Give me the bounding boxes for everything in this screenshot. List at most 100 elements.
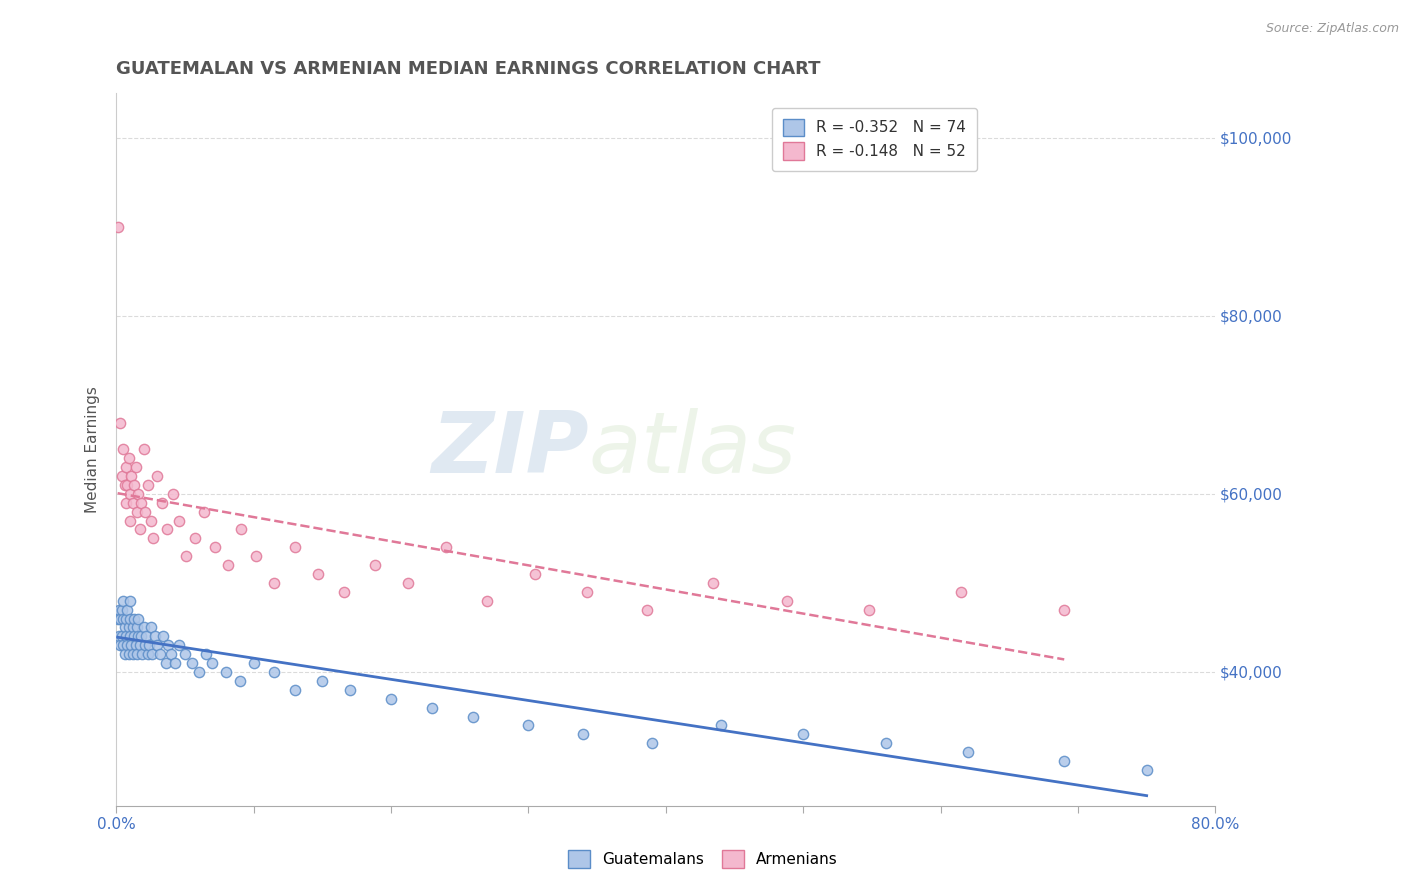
Point — [121, 620, 143, 634]
Point — [229, 673, 252, 688]
Point — [139, 514, 162, 528]
Point — [120, 469, 142, 483]
Point — [141, 647, 163, 661]
Point — [143, 629, 166, 643]
Point — [117, 620, 139, 634]
Point — [524, 567, 547, 582]
Point — [127, 629, 149, 643]
Point — [112, 593, 135, 607]
Point — [108, 602, 131, 616]
Point — [117, 647, 139, 661]
Point — [1136, 763, 1159, 777]
Point — [108, 629, 131, 643]
Text: Source: ZipAtlas.com: Source: ZipAtlas.com — [1265, 22, 1399, 36]
Point — [112, 611, 135, 625]
Point — [396, 576, 419, 591]
Point — [183, 532, 205, 546]
Point — [117, 638, 139, 652]
Point — [118, 593, 141, 607]
Point — [155, 656, 177, 670]
Point — [146, 638, 169, 652]
Point — [776, 593, 799, 607]
Point — [1053, 754, 1076, 768]
Point — [114, 478, 136, 492]
Point — [150, 496, 173, 510]
Point — [477, 593, 499, 607]
Point — [132, 620, 155, 634]
Point — [517, 718, 540, 732]
Text: GUATEMALAN VS ARMENIAN MEDIAN EARNINGS CORRELATION CHART: GUATEMALAN VS ARMENIAN MEDIAN EARNINGS C… — [117, 60, 821, 78]
Point — [263, 576, 285, 591]
Point — [134, 638, 156, 652]
Point — [149, 647, 172, 661]
Point — [194, 647, 217, 661]
Point — [115, 629, 138, 643]
Point — [107, 611, 129, 625]
Point — [118, 611, 141, 625]
Point — [117, 451, 139, 466]
Point — [193, 505, 215, 519]
Point — [136, 647, 159, 661]
Point — [641, 736, 664, 750]
Point — [118, 487, 141, 501]
Point — [125, 505, 148, 519]
Point — [710, 718, 733, 732]
Point — [127, 611, 149, 625]
Point — [858, 602, 880, 616]
Point — [156, 523, 179, 537]
Point — [263, 665, 285, 679]
Point — [363, 558, 385, 573]
Point — [242, 656, 264, 670]
Point — [339, 682, 361, 697]
Point — [636, 602, 658, 616]
Point — [950, 584, 973, 599]
Point — [165, 656, 187, 670]
Point — [128, 523, 150, 537]
Text: atlas: atlas — [589, 408, 797, 491]
Point — [138, 638, 160, 652]
Point — [152, 629, 174, 643]
Point — [169, 514, 191, 528]
Point — [136, 478, 159, 492]
Point — [122, 629, 145, 643]
Point — [157, 638, 180, 652]
Point — [311, 673, 333, 688]
Point — [120, 638, 142, 652]
Point — [180, 656, 202, 670]
Point — [160, 647, 183, 661]
Point — [127, 487, 149, 501]
Point — [110, 416, 132, 430]
Point — [112, 442, 135, 457]
Point — [380, 691, 402, 706]
Y-axis label: Median Earnings: Median Earnings — [86, 386, 100, 513]
Point — [121, 496, 143, 510]
Point — [217, 558, 239, 573]
Point — [117, 478, 139, 492]
Point — [284, 541, 307, 555]
Point — [1053, 602, 1076, 616]
Point — [245, 549, 267, 564]
Point — [204, 541, 226, 555]
Point — [111, 469, 134, 483]
Point — [201, 656, 224, 670]
Point — [174, 647, 197, 661]
Point — [176, 549, 198, 564]
Point — [420, 700, 443, 714]
Point — [131, 647, 153, 661]
Point — [114, 647, 136, 661]
Point — [135, 629, 157, 643]
Point — [115, 460, 138, 475]
Point — [307, 567, 329, 582]
Point — [284, 682, 307, 697]
Point — [124, 638, 146, 652]
Point — [125, 620, 148, 634]
Point — [117, 602, 139, 616]
Point — [169, 638, 191, 652]
Point — [702, 576, 724, 591]
Point — [139, 620, 162, 634]
Point — [111, 602, 134, 616]
Point — [215, 665, 238, 679]
Point — [792, 727, 814, 741]
Point — [122, 478, 145, 492]
Point — [110, 638, 132, 652]
